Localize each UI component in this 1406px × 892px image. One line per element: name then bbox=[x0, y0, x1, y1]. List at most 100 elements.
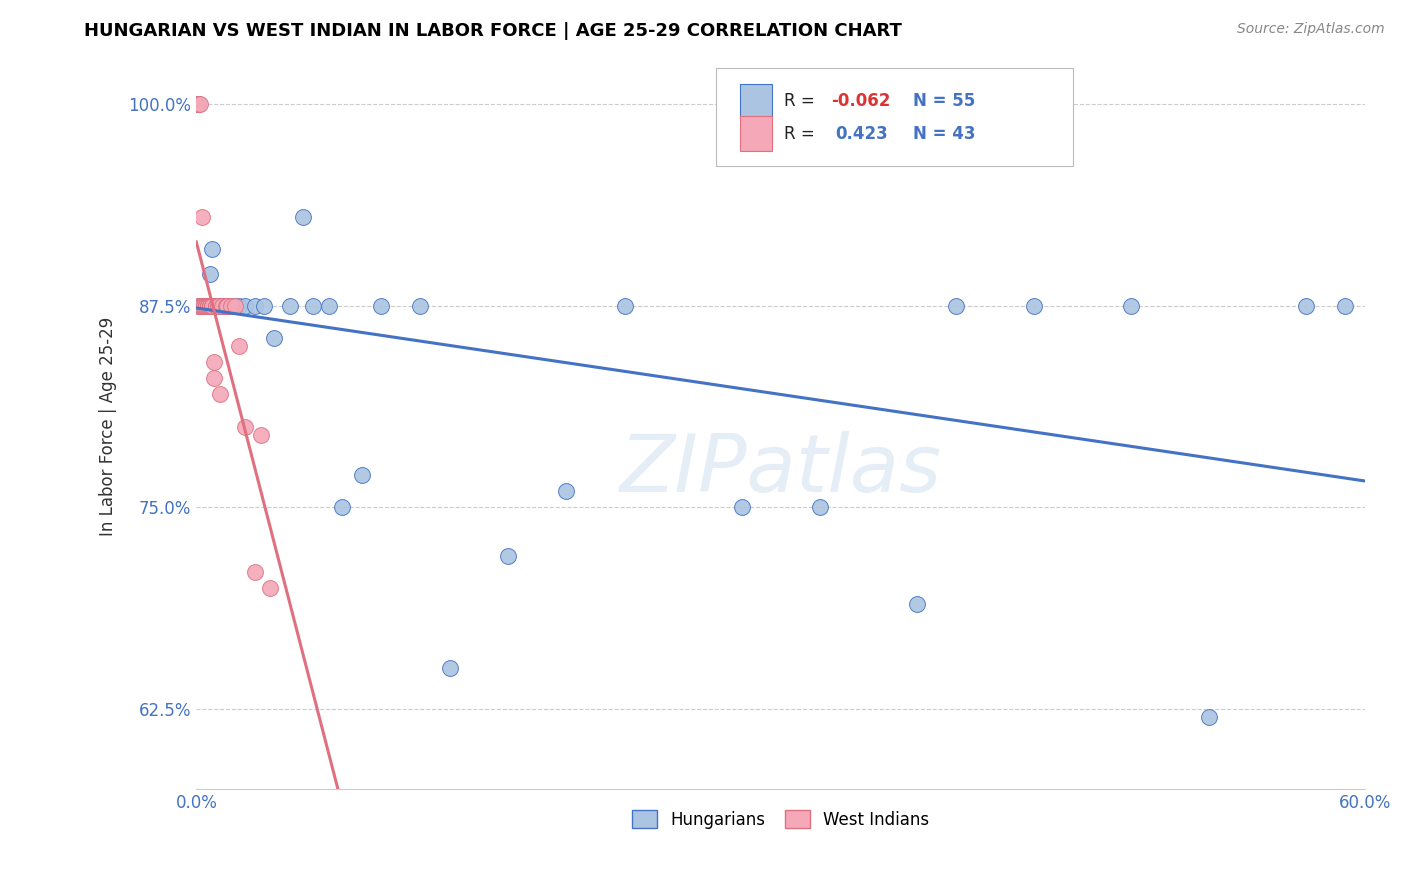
Point bbox=[187, 97, 209, 112]
Point bbox=[318, 299, 340, 313]
Point bbox=[208, 299, 231, 313]
Point bbox=[188, 299, 211, 313]
Point bbox=[613, 299, 636, 313]
Point bbox=[193, 299, 215, 313]
Legend: Hungarians, West Indians: Hungarians, West Indians bbox=[626, 804, 936, 835]
Point bbox=[204, 299, 226, 313]
Point bbox=[202, 355, 225, 369]
Point bbox=[253, 299, 276, 313]
Point bbox=[193, 299, 215, 313]
FancyBboxPatch shape bbox=[716, 68, 1073, 166]
Point bbox=[905, 597, 928, 611]
Point bbox=[198, 267, 221, 281]
Point bbox=[439, 661, 461, 675]
Point bbox=[201, 299, 224, 313]
Point bbox=[197, 299, 219, 313]
Point bbox=[191, 299, 214, 313]
Text: R =: R = bbox=[785, 92, 820, 110]
Point bbox=[221, 299, 243, 313]
Point bbox=[191, 299, 214, 313]
Point bbox=[214, 299, 236, 313]
Text: R =: R = bbox=[785, 125, 825, 143]
Point bbox=[188, 299, 211, 313]
Text: 0.423: 0.423 bbox=[835, 125, 889, 143]
Point bbox=[228, 339, 250, 353]
Point bbox=[188, 299, 211, 313]
Text: -0.062: -0.062 bbox=[831, 92, 890, 110]
Point bbox=[201, 299, 224, 313]
Point bbox=[191, 299, 214, 313]
Point bbox=[198, 299, 221, 313]
Point bbox=[370, 299, 392, 313]
Point bbox=[195, 299, 218, 313]
Point bbox=[1119, 299, 1142, 313]
Point bbox=[191, 299, 214, 313]
Point bbox=[201, 299, 224, 313]
Point bbox=[263, 331, 285, 345]
Point bbox=[208, 387, 231, 401]
Point bbox=[1295, 299, 1317, 313]
Text: HUNGARIAN VS WEST INDIAN IN LABOR FORCE | AGE 25-29 CORRELATION CHART: HUNGARIAN VS WEST INDIAN IN LABOR FORCE … bbox=[84, 22, 903, 40]
Point bbox=[302, 299, 325, 313]
Point bbox=[195, 299, 218, 313]
Point bbox=[195, 299, 218, 313]
Point bbox=[224, 299, 246, 313]
Text: N = 43: N = 43 bbox=[912, 125, 976, 143]
Point bbox=[188, 299, 211, 313]
Point bbox=[193, 299, 215, 313]
Point bbox=[214, 299, 236, 313]
Point bbox=[1198, 709, 1220, 723]
Point bbox=[191, 299, 214, 313]
FancyBboxPatch shape bbox=[740, 84, 772, 119]
Point bbox=[204, 299, 226, 313]
Point bbox=[350, 467, 373, 482]
Point bbox=[198, 299, 221, 313]
Point bbox=[193, 299, 215, 313]
Point bbox=[197, 299, 219, 313]
Y-axis label: In Labor Force | Age 25-29: In Labor Force | Age 25-29 bbox=[100, 317, 117, 536]
Point bbox=[202, 299, 225, 313]
Point bbox=[187, 97, 209, 112]
Point bbox=[197, 299, 219, 313]
Point bbox=[233, 299, 256, 313]
Point bbox=[191, 210, 214, 224]
Point bbox=[224, 299, 246, 313]
Point bbox=[197, 299, 219, 313]
Point bbox=[195, 299, 218, 313]
Point bbox=[197, 299, 219, 313]
Point bbox=[187, 97, 209, 112]
Point bbox=[207, 299, 229, 313]
Point bbox=[332, 500, 354, 515]
FancyBboxPatch shape bbox=[740, 116, 772, 151]
Point bbox=[193, 299, 215, 313]
Point bbox=[496, 549, 519, 563]
Point bbox=[187, 97, 209, 112]
Point bbox=[217, 299, 239, 313]
Point bbox=[249, 427, 271, 442]
Point bbox=[204, 299, 226, 313]
Point bbox=[243, 565, 266, 579]
Point bbox=[259, 581, 281, 595]
Point bbox=[195, 299, 218, 313]
Text: ZIPatlas: ZIPatlas bbox=[620, 431, 942, 509]
Point bbox=[292, 210, 315, 224]
Point bbox=[1334, 299, 1357, 313]
Point bbox=[201, 243, 224, 257]
Point bbox=[218, 299, 240, 313]
Point bbox=[228, 299, 250, 313]
Point bbox=[409, 299, 432, 313]
Point bbox=[191, 299, 214, 313]
Point bbox=[195, 299, 218, 313]
Point bbox=[945, 299, 967, 313]
Point bbox=[233, 419, 256, 434]
Text: N = 55: N = 55 bbox=[912, 92, 974, 110]
Point bbox=[188, 97, 211, 112]
Point bbox=[808, 500, 831, 515]
Point bbox=[278, 299, 301, 313]
Point bbox=[202, 371, 225, 385]
Point bbox=[730, 500, 752, 515]
Point bbox=[211, 299, 233, 313]
Point bbox=[197, 299, 219, 313]
Point bbox=[201, 299, 224, 313]
Point bbox=[195, 299, 218, 313]
